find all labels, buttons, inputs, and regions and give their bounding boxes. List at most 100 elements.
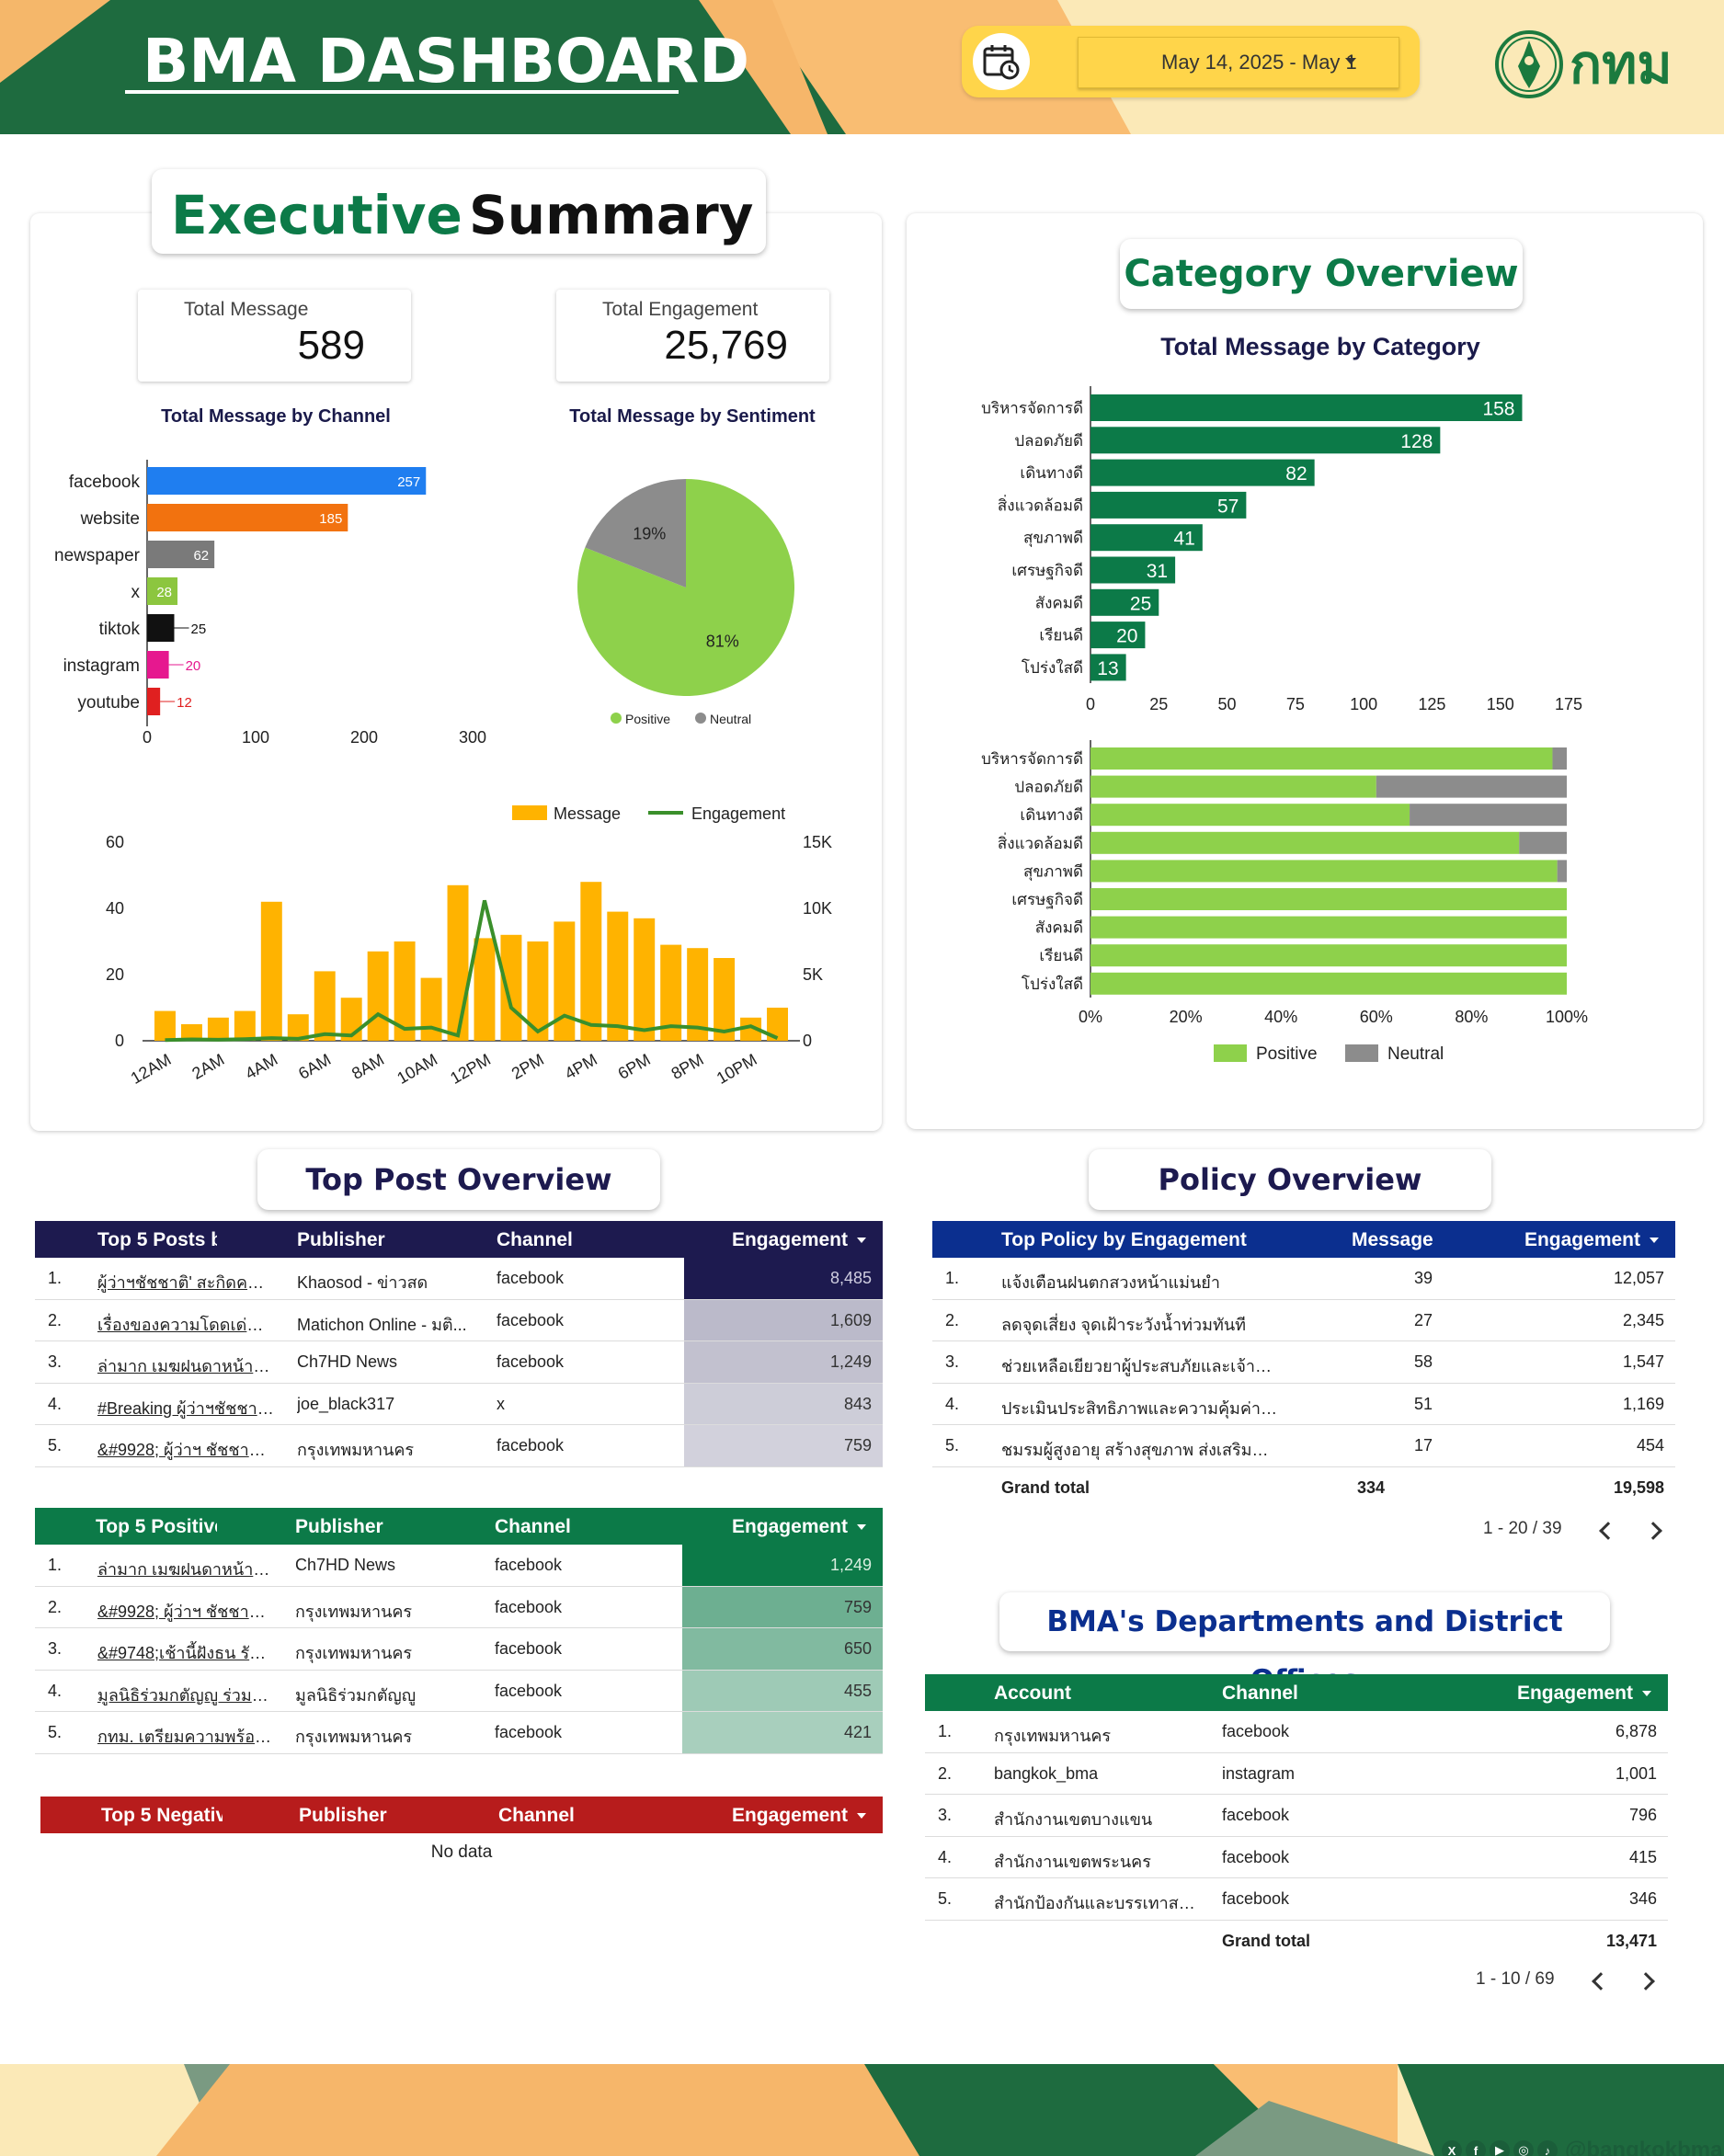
column-header-publisher[interactable]: Publisher bbox=[299, 1805, 387, 1826]
post-link[interactable]: ผู้ว่าฯชัชชาติ' สะกิดคน กท... bbox=[97, 1273, 274, 1292]
engagement-cell: 6,878 bbox=[1615, 1722, 1657, 1740]
column-header-channel[interactable]: Channel bbox=[498, 1805, 575, 1826]
x-tick-label: 0 bbox=[143, 728, 152, 747]
post-link[interactable]: มูลนิธิร่วมกตัญญู ร่วมพิธี... bbox=[97, 1685, 274, 1705]
post-link[interactable]: &#9748;เช้านี้ฝังธน รับม... bbox=[97, 1644, 274, 1662]
category-label: โปร่งใสดี bbox=[1022, 975, 1083, 993]
message-cell: 17 bbox=[1414, 1436, 1433, 1454]
x-tick-label: 8PM bbox=[668, 1050, 707, 1083]
table-row[interactable]: 4. ประเมินประสิทธิภาพและความคุ้มค่าในโค..… bbox=[932, 1384, 1675, 1425]
bar-segment bbox=[1090, 831, 1520, 854]
facebook-icon[interactable]: f bbox=[1466, 2140, 1486, 2156]
publisher-cell: กรุงเทพมหานคร bbox=[295, 1602, 413, 1621]
table-row[interactable]: 5. สำนักป้องกันและบรรเทาสาธาร... facebook 3… bbox=[925, 1878, 1668, 1921]
post-link[interactable]: เรื่องของความโดดเด่นของ... bbox=[97, 1315, 274, 1334]
x-icon[interactable]: X bbox=[1442, 2140, 1462, 2156]
column-header-publisher[interactable]: Publisher bbox=[297, 1229, 385, 1250]
table-row[interactable]: 2. bangkok_bma instagram 1,001 bbox=[925, 1753, 1668, 1795]
column-header-message[interactable]: Message bbox=[1352, 1229, 1433, 1250]
post-link[interactable]: &#9928; ผู้ว่าฯ ชัชชาติ ติ... bbox=[97, 1441, 274, 1459]
chevron-left-icon[interactable] bbox=[1599, 1522, 1617, 1540]
chevron-left-icon[interactable] bbox=[1592, 1972, 1610, 1991]
table-row[interactable]: 3. ล่ามาก เมฆฝนดาหน้าเข้าก... Ch7HD News fa… bbox=[35, 1341, 883, 1384]
publisher-cell: Matichon Online - มติ... bbox=[297, 1315, 467, 1334]
post-link[interactable]: ล่ามาก เมฆฝนดาหน้าเข้าก... bbox=[97, 1357, 274, 1375]
column-header-engagement[interactable]: Engagement bbox=[732, 1229, 866, 1251]
channel-cell: facebook bbox=[497, 1436, 565, 1454]
table-row[interactable]: 4. สำนักงานเขตพระนคร facebook 415 bbox=[925, 1837, 1668, 1878]
column-header-channel[interactable]: Channel bbox=[1222, 1683, 1298, 1704]
sentiment-pie-chart: 81% 19% Positive Neutral bbox=[577, 479, 794, 726]
category-label: tiktok bbox=[99, 620, 141, 639]
table-row[interactable]: 4. #Breaking ผู้ว่าฯชัชชาติ ... joe_black3… bbox=[35, 1383, 883, 1425]
table-row[interactable]: 5. &#9928; ผู้ว่าฯ ชัชชาติ ติ... กรุงเทพมห… bbox=[35, 1425, 883, 1467]
column-header-account[interactable]: Account bbox=[994, 1683, 1071, 1704]
column-header-engagement[interactable]: Engagement bbox=[1517, 1683, 1651, 1705]
message-cell: 51 bbox=[1414, 1394, 1433, 1413]
table-row[interactable]: 1. แจ้งเตือนฝนตกสวงหน้าแม่นยำ 39 12,057 bbox=[932, 1258, 1675, 1300]
x-tick-label: 150 bbox=[1487, 695, 1514, 713]
account-cell: สำนักงานเขตพระนคร bbox=[994, 1852, 1151, 1871]
x-tick-label: 50 bbox=[1218, 695, 1237, 713]
table-row[interactable]: 1. ผู้ว่าฯชัชชาติ' สะกิดคน กท... Khaosod -… bbox=[35, 1258, 883, 1300]
engagement-cell: 1,249 bbox=[682, 1545, 883, 1586]
svg-text:กทม: กทม bbox=[1570, 35, 1673, 95]
column-header-post[interactable]: Top 5 Positive Po... bbox=[96, 1516, 217, 1537]
engagement-cell: 415 bbox=[1628, 1847, 1657, 1866]
column-header-publisher[interactable]: Publisher bbox=[295, 1516, 383, 1537]
table-row[interactable]: 3. &#9748;เช้านี้ฝังธน รับม... กรุงเทพมหาน… bbox=[35, 1628, 883, 1671]
column-header-engagement[interactable]: Engagement bbox=[732, 1805, 866, 1827]
table-header: Top 5 Positive Po... Publisher Channel E… bbox=[35, 1508, 883, 1545]
bar bbox=[687, 948, 709, 1041]
table-row[interactable]: 2. &#9928; ผู้ว่าฯ ชัชชาติ ติ... กรุงเทพมห… bbox=[35, 1586, 883, 1628]
account-cell: กรุงเทพมหานคร bbox=[994, 1727, 1112, 1745]
total-message-kpi: Total Message 589 bbox=[138, 290, 411, 382]
table-row[interactable]: 1. ล่ามาก เมฆฝนดาหน้าเข้าก... Ch7HD News fa… bbox=[35, 1545, 883, 1587]
post-link[interactable]: กทม. เตรียมความพร้อมเป... bbox=[97, 1728, 274, 1746]
category-label: youtube bbox=[77, 693, 140, 713]
date-range-value: May 14, 2025 - May 1 bbox=[1161, 51, 1357, 74]
empty-state-text: No data bbox=[430, 1842, 493, 1862]
date-range-dropdown[interactable]: May 14, 2025 - May 1 bbox=[1078, 37, 1399, 88]
channel-cell: facebook bbox=[497, 1269, 565, 1287]
table-row[interactable]: 3. สำนักงานเขตบางแขน facebook 796 bbox=[925, 1795, 1668, 1837]
data-label: 20 bbox=[1116, 626, 1137, 647]
x-tick-label: 2PM bbox=[508, 1050, 547, 1083]
post-link[interactable]: ล่ามาก เมฆฝนดาหน้าเข้าก... bbox=[97, 1560, 274, 1579]
bar-segment bbox=[1090, 804, 1410, 827]
column-header-engagement[interactable]: Engagement bbox=[732, 1516, 866, 1538]
chevron-right-icon[interactable] bbox=[1637, 1972, 1655, 1991]
column-header-channel[interactable]: Channel bbox=[497, 1229, 573, 1250]
top-engagement-posts-table: Top 5 Posts by En... Publisher Channel E… bbox=[35, 1221, 883, 1467]
table-row[interactable]: 2. ลดจุดเสี่ยง จุดเฝ้าระวังน้ำท่วมทันที 27… bbox=[932, 1300, 1675, 1341]
table-row[interactable]: 3. ช่วยเหลือเยียวยาผู้ประสบภัยและเจ้าหน้า… bbox=[932, 1341, 1675, 1384]
calendar-icon[interactable] bbox=[973, 33, 1030, 90]
bar bbox=[660, 944, 682, 1041]
tiktok-icon[interactable]: ♪ bbox=[1537, 2140, 1558, 2156]
table-row[interactable]: 4. มูลนิธิร่วมกตัญญู ร่วมพิธี... มูลนิธิร่… bbox=[35, 1670, 883, 1712]
bar bbox=[147, 504, 348, 531]
column-header-engagement[interactable]: Engagement bbox=[1524, 1229, 1659, 1251]
row-number: 1. bbox=[48, 1556, 63, 1574]
chevron-right-icon[interactable] bbox=[1644, 1522, 1662, 1540]
message-cell: 27 bbox=[1414, 1310, 1433, 1329]
channel-cell: facebook bbox=[1222, 1722, 1290, 1740]
table-row[interactable]: 5. ชมรมผู้สูงอายุ สร้างสุขภาพ ส่งเสริมสุข… bbox=[932, 1425, 1675, 1467]
table-row[interactable]: 5. กทม. เตรียมความพร้อมเป... กรุงเทพมหานคร… bbox=[35, 1712, 883, 1754]
post-link[interactable]: #Breaking ผู้ว่าฯชัชชาติ ... bbox=[97, 1398, 274, 1418]
column-header-post[interactable]: Top 5 Posts by En... bbox=[97, 1229, 217, 1250]
engagement-cell: 650 bbox=[682, 1628, 883, 1670]
table-row[interactable]: 1. กรุงเทพมหานคร facebook 6,878 bbox=[925, 1711, 1668, 1753]
instagram-icon[interactable]: ◎ bbox=[1513, 2140, 1534, 2156]
x-tick-label: 12PM bbox=[447, 1050, 494, 1088]
column-header-policy[interactable]: Top Policy by Engagement bbox=[1001, 1229, 1247, 1250]
x-tick-label: 100% bbox=[1546, 1008, 1588, 1026]
table-row[interactable]: 2. เรื่องของความโดดเด่นของ... Matichon Onl… bbox=[35, 1299, 883, 1341]
social-handle[interactable]: @bangkokbma bbox=[1565, 2138, 1723, 2156]
engagement-cell: 1,609 bbox=[684, 1299, 883, 1340]
youtube-icon[interactable]: ▶ bbox=[1490, 2140, 1510, 2156]
column-header-post[interactable]: Top 5 Negative P... bbox=[101, 1805, 223, 1826]
column-header-channel[interactable]: Channel bbox=[495, 1516, 571, 1537]
bar-segment bbox=[1552, 747, 1567, 770]
post-link[interactable]: &#9928; ผู้ว่าฯ ชัชชาติ ติ... bbox=[97, 1602, 274, 1621]
